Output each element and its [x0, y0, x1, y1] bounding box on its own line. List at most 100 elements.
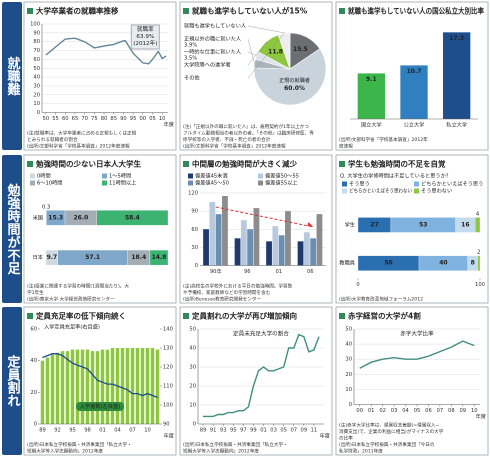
title-marker	[183, 313, 189, 319]
note: (注)赤字大学比率は、帰属収支差額(=帰属収入−	[339, 422, 440, 429]
note: 短期大学等入学志願動向」2012年度	[27, 448, 103, 455]
bar	[75, 349, 80, 424]
segment-label: 0.3	[42, 204, 50, 210]
panel-title: 就職も進学もしていない人の国公私立大別比率	[348, 6, 484, 16]
x-tick-label: 05	[149, 116, 156, 122]
note: (出所)日本私立学校振興・共済事業団「私立大学・	[183, 441, 288, 448]
bar	[120, 348, 125, 424]
x-tick-label: 02	[379, 408, 386, 414]
x-tick-label: 89	[39, 428, 46, 434]
bar-segment	[96, 210, 169, 226]
category-label: 教職員	[339, 259, 355, 267]
category-label: 学生	[345, 220, 355, 228]
bar	[60, 351, 65, 424]
panel-title: 学生も勉強時間の不足を自覚	[348, 159, 446, 169]
bar	[45, 357, 50, 424]
segment-label: 15.3	[48, 214, 63, 221]
section-label: 就職難	[5, 56, 21, 97]
x-tick-label: 75	[91, 116, 98, 122]
x-tick-label: 0	[356, 282, 359, 288]
y-tick-label: 30	[345, 357, 352, 363]
section-label: 勉強時間が不足	[5, 183, 22, 276]
slice-name: その他	[184, 74, 200, 82]
note: (出所)Benesse教育研究開発センター	[183, 296, 261, 303]
y-tick-label: 30	[189, 365, 196, 371]
y-tick-label: 20	[189, 384, 196, 390]
legend-swatch	[30, 173, 35, 179]
bar	[135, 348, 140, 424]
x-tick-label: 01	[99, 428, 106, 434]
slice-value: 60.0%	[284, 85, 305, 92]
bar	[203, 229, 209, 266]
category-label: 米国	[33, 213, 43, 221]
legend-label: 偏差値55以上	[265, 179, 298, 187]
bar	[297, 241, 304, 266]
y-tick-label: 90	[33, 30, 40, 36]
bar	[40, 360, 45, 424]
line	[359, 340, 475, 369]
y-tick-label: 50	[33, 66, 40, 72]
segment-label: 27	[370, 221, 378, 228]
x-tick-label: 01	[368, 408, 375, 414]
y-tick-label: 0	[195, 263, 198, 269]
y-tick-label: 10	[345, 387, 352, 393]
panel-title: 勉強時間の少ない日本人大学生	[35, 159, 141, 169]
x-tick-label: 97	[240, 428, 247, 434]
bar	[215, 214, 222, 266]
x-tick-label: 65	[72, 116, 79, 122]
legend-label: 11時間以上	[109, 179, 136, 187]
bar	[65, 351, 70, 424]
leader-line	[247, 38, 255, 64]
x-tick-label: 100	[475, 282, 485, 288]
y-tick-label: 50	[345, 327, 352, 333]
section-band	[2, 307, 22, 455]
segment-label: 16	[461, 221, 469, 228]
x-tick-label: 99	[250, 428, 257, 434]
y-tick-label: 30	[191, 245, 198, 251]
segment-label: 26.0	[73, 214, 88, 221]
note: 学1年生	[27, 289, 44, 296]
legend-label: 偏差値50〜55	[265, 172, 299, 180]
section-label: 定員割れ	[5, 354, 22, 407]
x-tick-label: 国立大学	[361, 121, 382, 129]
legend-label: 偏差値45未満	[195, 172, 228, 180]
bar	[145, 348, 150, 424]
bar	[155, 349, 160, 424]
bar	[50, 354, 55, 424]
slice-value: 15.5	[293, 46, 308, 53]
note: (出所)文部科学省「学校基本調査」2012年度速報	[183, 143, 286, 150]
y-tick-label: 40	[33, 75, 40, 81]
x-tick-label: 04	[114, 428, 121, 434]
panel-title: 赤字経営の大学が4割	[348, 311, 421, 321]
x-tick-label: 05	[280, 428, 287, 434]
slice-name: 大学院等への進学者	[184, 61, 231, 69]
leader-line	[247, 41, 267, 66]
x-tick-label: 07	[437, 408, 444, 414]
x-tick-label: 07	[129, 428, 136, 434]
y-tick-label: 40	[345, 342, 352, 348]
x-tick-label: 60	[62, 116, 69, 122]
annotation-box	[130, 24, 160, 50]
segment-label: 58.4	[125, 214, 140, 221]
y-tick-label: 10	[33, 101, 40, 107]
y-tick-label: 0	[37, 110, 40, 116]
bar-value: 17.3	[449, 35, 464, 42]
note: (出所)日本私立学校振興・共済事業団「今日の	[339, 441, 435, 448]
note: (出所)文部科学省「学校基本調査」2012年度速報	[27, 143, 130, 150]
slice-value: 3.5%	[184, 56, 197, 62]
panel-title: 定員割れの大学が再び増加傾向	[192, 311, 297, 321]
legend-label: 6〜10時間	[37, 180, 62, 187]
note: (注)授業に関連する学習の時間(1週間当たり)。大	[27, 283, 129, 290]
y-tick-label: 0	[34, 422, 37, 428]
y2-tick-label: 110	[163, 384, 173, 390]
bar	[443, 32, 471, 120]
panel	[335, 306, 489, 456]
segment-label: 53	[419, 221, 427, 228]
panel-title: 定員充足率の低下傾向続く	[36, 311, 126, 321]
bar	[240, 220, 247, 266]
note: (注)「正規以外の職に就いた人」は、雇用契約が1年以上かつ	[183, 123, 309, 130]
bar-value: 9.1	[366, 76, 377, 83]
y-tick-label: 120	[188, 191, 198, 197]
x-tick-label: 85	[110, 116, 117, 122]
